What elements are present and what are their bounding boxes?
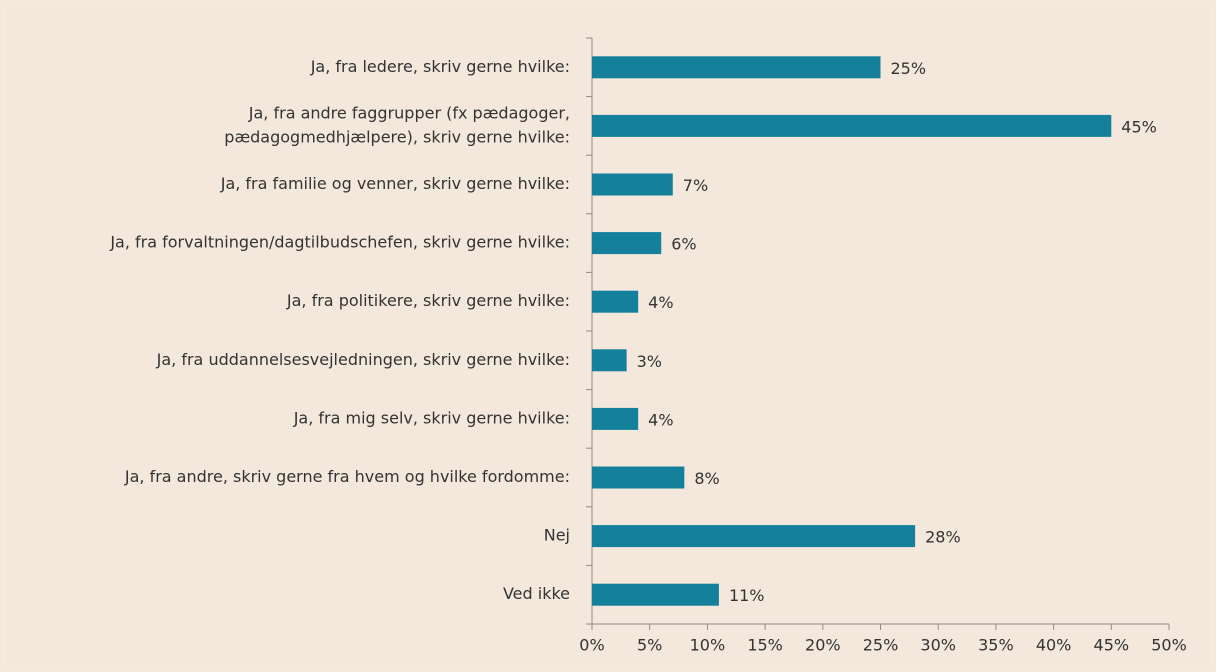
y-tick-label: Ja, fra politikere, skriv gerne hvilke: — [286, 291, 570, 310]
bar — [592, 56, 881, 79]
x-tick-label: 25% — [863, 636, 899, 655]
bar — [592, 525, 916, 548]
bar — [592, 466, 685, 489]
y-tick-label: Nej — [544, 526, 570, 545]
bar — [592, 114, 1112, 137]
bar — [592, 407, 639, 430]
value-label: 3% — [637, 352, 662, 371]
y-tick-label: pædagogmedhjælpere), skriv gerne hvilke: — [224, 127, 570, 146]
x-tick-label: 0% — [579, 636, 604, 655]
y-tick-label: Ja, fra familie og venner, skriv gerne h… — [220, 174, 570, 193]
chart-area — [7, 7, 1209, 665]
bar — [592, 173, 673, 196]
x-tick-label: 15% — [747, 636, 783, 655]
value-label: 4% — [648, 293, 673, 312]
value-label: 6% — [671, 235, 696, 254]
value-label: 4% — [648, 410, 673, 429]
value-label: 11% — [729, 586, 765, 605]
x-tick-label: 20% — [805, 636, 841, 655]
y-tick-label: Ja, fra mig selv, skriv gerne hvilke: — [293, 408, 570, 427]
y-tick-label: Ja, fra andre faggrupper (fx pædagoger, — [248, 103, 570, 122]
x-tick-label: 40% — [1036, 636, 1072, 655]
bar — [592, 232, 662, 255]
value-label: 25% — [891, 59, 927, 78]
x-tick-label: 45% — [1094, 636, 1130, 655]
x-tick-label: 5% — [637, 636, 662, 655]
value-label: 8% — [694, 469, 719, 488]
y-tick-label: Ja, fra andre, skriv gerne fra hvem og h… — [124, 467, 570, 486]
y-tick-label: Ja, fra uddannelsesvejledningen, skriv g… — [156, 350, 570, 369]
bar — [592, 290, 639, 313]
x-tick-label: 50% — [1151, 636, 1187, 655]
y-tick-label: Ja, fra ledere, skriv gerne hvilke: — [310, 57, 570, 76]
value-label: 28% — [925, 528, 961, 547]
bar — [592, 583, 719, 606]
value-label: 45% — [1121, 117, 1157, 136]
x-tick-label: 35% — [978, 636, 1014, 655]
x-tick-label: 30% — [920, 636, 956, 655]
y-tick-label: Ja, fra forvaltningen/dagtilbudschefen, … — [109, 233, 570, 252]
x-tick-label: 10% — [690, 636, 726, 655]
y-tick-label: Ved ikke — [503, 584, 570, 603]
value-label: 7% — [683, 176, 708, 195]
bar — [592, 349, 627, 372]
